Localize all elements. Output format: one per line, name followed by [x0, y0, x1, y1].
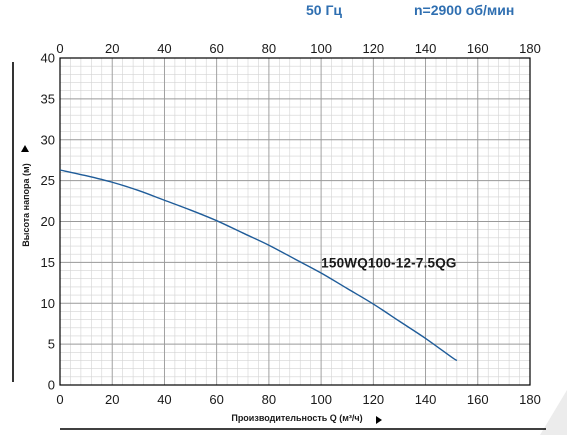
- y-axis-arrow-icon: [21, 145, 29, 152]
- y-axis-title: Высота напора (м): [21, 163, 31, 246]
- x-tick-label-top: 40: [157, 41, 171, 56]
- x-tick-label-top: 100: [310, 41, 332, 56]
- speed-label: n=2900 об/мин: [414, 2, 515, 18]
- x-tick-label-bottom: 20: [105, 392, 119, 407]
- y-tick-label: 25: [41, 173, 55, 188]
- y-tick-label: 20: [41, 214, 55, 229]
- x-tick-label-top: 20: [105, 41, 119, 56]
- y-tick-label: 15: [41, 255, 55, 270]
- tick-labels: 0020204040606080801001001201201401401601…: [41, 41, 541, 407]
- x-tick-label-bottom: 60: [209, 392, 223, 407]
- x-tick-label-top: 80: [262, 41, 276, 56]
- series-line-150WQ100-12-7.5QG: [59, 169, 458, 362]
- corner-decoration: [540, 390, 567, 435]
- x-tick-label-top: 180: [519, 41, 541, 56]
- frequency-label: 50 Гц: [306, 2, 343, 18]
- x-axis-arrow-icon: [376, 416, 382, 424]
- x-tick-label-top: 60: [209, 41, 223, 56]
- plot-border: [59, 57, 531, 386]
- x-tick-label-bottom: 0: [56, 392, 63, 407]
- y-tick-label: 35: [41, 91, 55, 106]
- curve-label: 150WQ100-12-7.5QG: [321, 255, 456, 270]
- y-tick-label: 30: [41, 132, 55, 147]
- y-tick-label: 10: [41, 296, 55, 311]
- y-tick-label: 40: [41, 51, 55, 66]
- x-tick-label-bottom: 180: [519, 392, 541, 407]
- x-tick-label-bottom: 140: [415, 392, 437, 407]
- x-axis-title: Производительность Q (м³/ч): [231, 413, 362, 423]
- x-tick-label-bottom: 120: [362, 392, 384, 407]
- x-tick-label-top: 160: [467, 41, 489, 56]
- y-tick-label: 0: [48, 378, 55, 393]
- x-tick-label-top: 140: [415, 41, 437, 56]
- y-tick-label: 5: [48, 337, 55, 352]
- x-tick-label-bottom: 100: [310, 392, 332, 407]
- x-tick-label-bottom: 160: [467, 392, 489, 407]
- x-tick-label-bottom: 40: [157, 392, 171, 407]
- x-tick-label-top: 0: [56, 41, 63, 56]
- x-tick-label-bottom: 80: [262, 392, 276, 407]
- x-tick-label-top: 120: [362, 41, 384, 56]
